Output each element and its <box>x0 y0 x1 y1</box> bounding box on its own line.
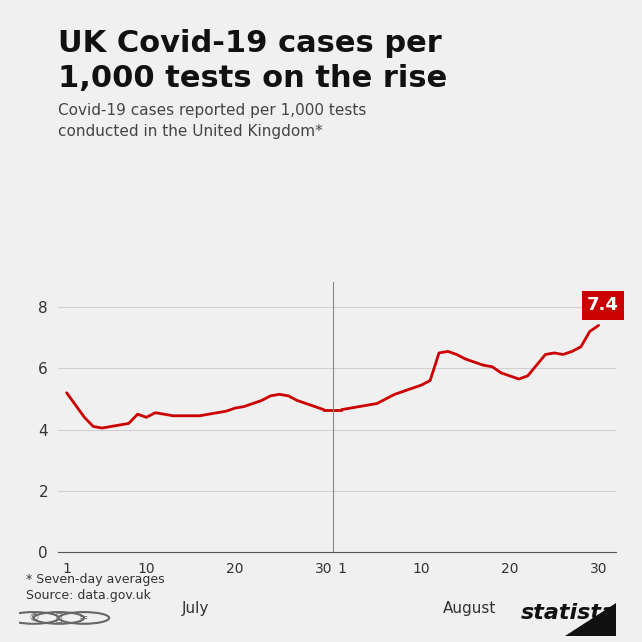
Text: 1,000 tests on the rise: 1,000 tests on the rise <box>58 64 447 93</box>
Text: Covid-19 cases reported per 1,000 tests
conducted in the United Kingdom*: Covid-19 cases reported per 1,000 tests … <box>58 103 366 139</box>
Text: =: = <box>79 613 89 623</box>
Text: July: July <box>182 601 209 616</box>
Text: 7.4: 7.4 <box>587 297 619 315</box>
Text: Source: data.gov.uk: Source: data.gov.uk <box>26 589 151 602</box>
Text: statista: statista <box>520 603 616 623</box>
Text: UK Covid-19 cases per: UK Covid-19 cases per <box>58 29 442 58</box>
Text: * Seven-day averages: * Seven-day averages <box>26 573 164 586</box>
Text: ⓘ: ⓘ <box>55 613 62 623</box>
Text: ©: © <box>28 613 39 623</box>
Polygon shape <box>565 603 616 636</box>
Text: August: August <box>444 601 497 616</box>
